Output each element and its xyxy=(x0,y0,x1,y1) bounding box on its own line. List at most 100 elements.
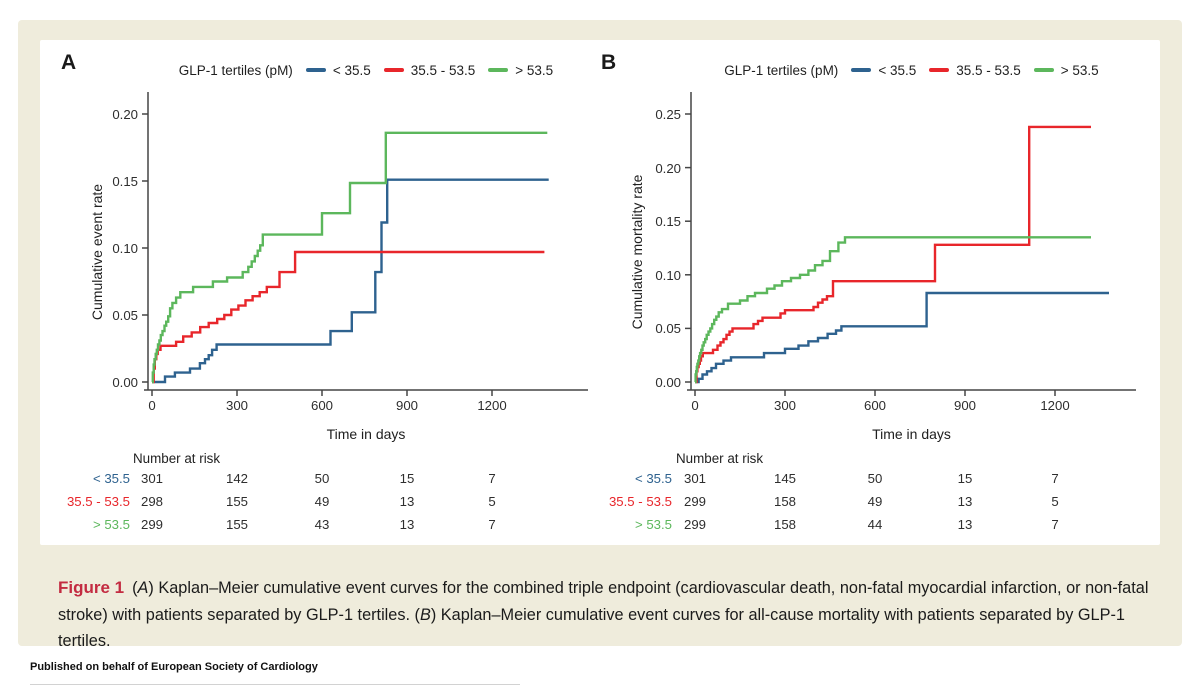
series-dash-icon xyxy=(305,68,326,72)
y-tick-label: 0.25 xyxy=(655,107,681,122)
publisher-note: Published on behalf of European Society … xyxy=(30,661,318,673)
legend-item-tertile-1: < 35.5 xyxy=(851,63,916,78)
risk-value-cell: 13 xyxy=(957,494,973,509)
risk-value-cell: 158 xyxy=(773,494,796,509)
x-tick-label: 900 xyxy=(395,398,418,413)
caption-seg: ) Kaplan–Meier cumulative event curves f… xyxy=(58,605,1125,651)
x-tick-label: 1200 xyxy=(477,398,507,413)
legend-item-tertile-3: > 53.5 xyxy=(1033,62,1099,78)
y-tick-label: 0.20 xyxy=(655,160,681,176)
risk-value-cell: 299 xyxy=(683,517,706,532)
risk-value-cell: 44 xyxy=(867,517,883,532)
risk-value-cell: 301 xyxy=(683,471,706,486)
risk-value-cell: 15 xyxy=(399,471,415,486)
series-dash-icon xyxy=(383,68,404,72)
series-dash-icon xyxy=(929,68,950,72)
risk-row-label: > 53.5 xyxy=(634,517,672,532)
series-dash-icon xyxy=(1033,68,1054,72)
x-tick-label: 0 xyxy=(691,398,699,413)
km-plot-a xyxy=(142,92,588,396)
risk-value-cell: 145 xyxy=(773,471,796,486)
risk-value-cell: 142 xyxy=(225,471,248,486)
risk-value-cell: 15 xyxy=(957,471,973,486)
risk-value-cell: 13 xyxy=(399,517,415,532)
risk-value-cell: 7 xyxy=(1051,471,1059,486)
km-curve-0 xyxy=(695,291,1109,384)
legend-item-tertile-2: 35.5 - 53.5 xyxy=(383,63,475,78)
caption-seg: ) Kaplan–Meier cumulative event curves f… xyxy=(58,579,1149,624)
panel-label-a: A xyxy=(61,51,77,74)
x-tick-label: 300 xyxy=(225,398,248,413)
legend-label: 35.5 - 53.5 xyxy=(956,62,1021,78)
risk-value-cell: 5 xyxy=(488,494,496,509)
legend-title: GLP-1 tertiles (pM) xyxy=(724,62,839,78)
legend-title: GLP-1 tertiles (pM) xyxy=(178,62,293,78)
legend-label: < 35.5 xyxy=(332,62,371,78)
km-plot-b xyxy=(685,92,1136,396)
risk-row-label: 35.5 - 53.5 xyxy=(66,494,130,509)
series-dash-icon xyxy=(488,68,509,72)
y-tick-label: 0.00 xyxy=(112,375,138,390)
km-curve-0 xyxy=(152,178,549,384)
x-tick-label: 900 xyxy=(953,398,976,413)
series-dash-icon xyxy=(851,68,872,72)
x-tick-label: 1200 xyxy=(1040,398,1070,413)
risk-value-cell: 49 xyxy=(867,494,883,509)
y-tick-label: 0.10 xyxy=(112,241,138,256)
risk-value-cell: 13 xyxy=(399,494,415,509)
risk-value-cell: 7 xyxy=(1051,517,1059,532)
y-tick-label: 0.00 xyxy=(655,375,681,390)
x-axis-title: Time in days xyxy=(872,426,951,442)
x-axis-title: Time in days xyxy=(326,426,406,442)
x-tick-label: 0 xyxy=(148,398,156,413)
legend-item-tertile-1: < 35.5 xyxy=(305,62,371,78)
km-curve-2 xyxy=(151,131,548,384)
risk-value-cell: 158 xyxy=(773,517,796,532)
km-curve-1 xyxy=(152,250,545,384)
risk-value-cell: 49 xyxy=(314,494,330,509)
risk-row-label: > 53.5 xyxy=(92,517,130,532)
caption-text: (A) Kaplan–Meier cumulative event curves… xyxy=(58,579,1148,650)
risk-row-label: < 35.5 xyxy=(92,471,130,486)
risk-row-label: < 35.5 xyxy=(634,471,672,486)
caption-panel-ref-a: A xyxy=(137,579,149,597)
y-tick-label: 0.15 xyxy=(655,214,681,230)
legend-label: < 35.5 xyxy=(878,62,917,78)
risk-value-cell: 7 xyxy=(488,471,496,486)
risk-value-cell: 298 xyxy=(140,494,163,509)
legend-item-tertile-3: > 53.5 xyxy=(488,63,553,78)
footer-divider xyxy=(30,684,520,685)
risk-value-cell: 5 xyxy=(1051,494,1059,509)
risk-value-cell: 7 xyxy=(488,517,496,532)
x-tick-label: 300 xyxy=(773,398,796,413)
y-tick-label: 0.15 xyxy=(112,174,138,189)
y-tick-label: 0.10 xyxy=(655,267,681,283)
legend-label: > 53.5 xyxy=(515,62,554,78)
risk-value-cell: 155 xyxy=(225,494,248,509)
risk-value-cell: 299 xyxy=(140,517,163,532)
risk-value-cell: 299 xyxy=(683,494,706,509)
legend-a: GLP-1 tertiles (pM) < 35.5 35.5 - 53.5 >… xyxy=(131,61,601,79)
y-tick-label: 0.05 xyxy=(655,321,681,337)
km-curve-1 xyxy=(695,125,1091,384)
risk-value-cell: 13 xyxy=(957,517,973,532)
risk-value-cell: 155 xyxy=(225,517,248,532)
legend-b: GLP-1 tertiles (pM) < 35.5 35.5 - 53.5 >… xyxy=(677,61,1147,79)
risk-value-cell: 43 xyxy=(314,517,330,532)
caption-panel-ref-b: B xyxy=(419,605,431,624)
figure-caption-label: Figure 1 xyxy=(58,578,125,597)
panel-label-b: B xyxy=(601,51,617,74)
km-curve-2 xyxy=(694,236,1091,384)
risk-value-cell: 50 xyxy=(314,471,330,486)
legend-item-tertile-2: 35.5 - 53.5 xyxy=(929,63,1021,78)
legend-label: > 53.5 xyxy=(1060,62,1099,78)
figure-caption: Figure 1 (A) Kaplan–Meier cumulative even… xyxy=(58,575,1164,655)
risk-table-header: Number at risk xyxy=(133,451,221,466)
x-tick-label: 600 xyxy=(310,398,333,413)
km-panel-a: A GLP-1 tertiles (pM) < 35.5 35.5 - 53.5… xyxy=(40,40,600,545)
x-tick-label: 600 xyxy=(863,398,886,413)
risk-value-cell: 301 xyxy=(140,471,163,486)
risk-value-cell: 50 xyxy=(867,471,883,486)
caption-seg: ( xyxy=(132,579,138,597)
